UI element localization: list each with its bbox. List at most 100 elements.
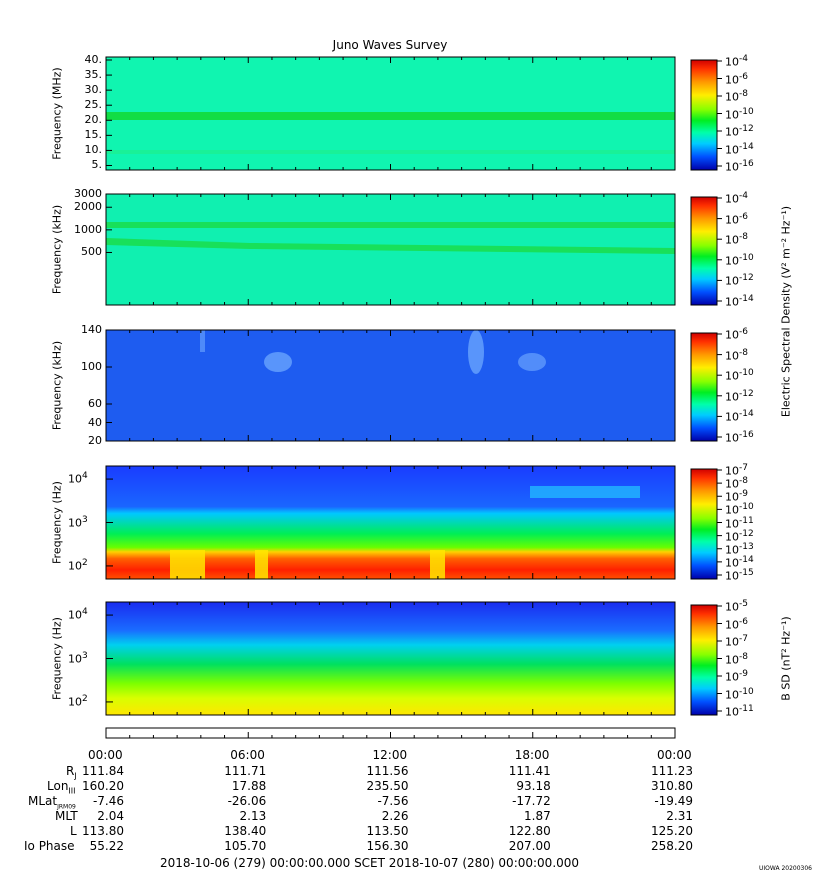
panel1-colorbar — [690, 59, 718, 171]
ephemeris-value: 156.30 — [366, 839, 409, 853]
colorbar-tick-label: 10-13 — [725, 541, 754, 557]
x-tick-label: 18:00 — [514, 748, 550, 762]
panel5-ylabel: Frequency (Hz) — [50, 616, 64, 700]
colorbar-tick-label: 10-15 — [725, 568, 754, 583]
panel4-gap — [170, 550, 205, 579]
colorbar-tick-label: 10-16 — [725, 430, 754, 445]
colorbar-tick-label: 10-8 — [725, 347, 748, 363]
y-tick-label: 25. — [84, 98, 103, 112]
panel5-colorbar — [690, 604, 718, 716]
panel1-band — [106, 112, 675, 120]
colorbar-tick-label: 10-10 — [725, 368, 754, 383]
colorbar-tick-label: 10-5 — [725, 599, 748, 614]
ephemeris-value: 55.22 — [89, 839, 124, 853]
colorbar-tick-label: 10-9 — [725, 669, 748, 684]
y-tick-label: 2000 — [74, 200, 102, 214]
panel2-colorbar — [690, 196, 718, 306]
colorbar-tick-label: 10-6 — [725, 211, 748, 227]
panel3-emission — [468, 330, 484, 374]
colorbar-tick-label: 10-11 — [725, 515, 754, 531]
y-tick-label: 1000 — [74, 222, 102, 236]
panel3-background — [106, 330, 675, 441]
colorbar-tick-label: 10-4 — [725, 54, 748, 69]
ephemeris-value: 111.71 — [224, 764, 267, 778]
figure-title: Juno Waves Survey — [332, 38, 448, 52]
bsd-label: B SD (nT² Hz⁻¹) — [779, 616, 793, 701]
y-tick-label: 15. — [84, 128, 103, 142]
colorbar-tick-label: 10-11 — [725, 704, 754, 719]
y-tick-label: 102 — [68, 693, 88, 709]
ephemeris-value: -19.49 — [654, 794, 693, 808]
y-tick-label: 20 — [88, 434, 102, 447]
y-tick-label: 500 — [81, 245, 102, 259]
panel4-gap — [430, 550, 445, 579]
x-tick-label: 12:00 — [372, 748, 408, 762]
ephemeris-value: 105.70 — [224, 839, 267, 853]
colorbar-tick-label: 10-12 — [725, 388, 754, 404]
y-tick-label: 35. — [84, 68, 103, 82]
ephemeris-value: -7.56 — [377, 794, 409, 808]
ephemeris-value: 125.20 — [651, 824, 693, 838]
panel3-colorbar — [690, 332, 718, 442]
y-tick-label: 104 — [68, 607, 88, 622]
ephemeris-label: L — [70, 824, 77, 838]
ephemeris-label: RJ — [66, 764, 77, 781]
ephemeris-label: LonIII — [47, 779, 76, 796]
x-tick-label: 00:00 — [88, 748, 123, 762]
x-tick-label: 06:00 — [230, 748, 265, 762]
y-tick-label: 104 — [68, 471, 88, 486]
ephemeris-value: 111.84 — [82, 764, 124, 778]
ephemeris-value: 113.50 — [366, 824, 409, 838]
y-tick-label: 102 — [68, 557, 88, 573]
y-tick-label: 103 — [68, 650, 88, 666]
colorbar-tick-label: 10-16 — [725, 159, 754, 174]
panel1-low-band — [106, 150, 675, 154]
ephemeris-value: 111.23 — [651, 764, 693, 778]
y-tick-label: 10. — [84, 143, 103, 157]
colorbar-tick-label: 10-9 — [725, 489, 748, 504]
ephemeris-value: 2.13 — [239, 809, 267, 823]
panel4-colorbar — [690, 468, 718, 580]
colorbar-tick-label: 10-12 — [725, 528, 754, 544]
y-tick-label: 30. — [84, 83, 103, 97]
ephemeris-label: MLT — [55, 809, 78, 823]
panel3-emission — [200, 330, 205, 352]
ephemeris-label: MLatJRM09 — [28, 794, 76, 811]
ephemeris-value: 2.31 — [666, 809, 693, 823]
colorbar-tick-label: 10-8 — [725, 89, 748, 104]
colorbar-tick-label: 10-14 — [725, 141, 754, 157]
ephemeris-value: -26.06 — [227, 794, 267, 808]
colorbar-tick-label: 10-7 — [725, 463, 748, 478]
panel3-emission — [264, 352, 292, 372]
colorbar-tick-label: 10-10 — [725, 106, 754, 122]
ephemeris-value: 113.80 — [82, 824, 124, 838]
ephemeris-value: 93.18 — [516, 779, 551, 793]
colorbar-tick-label: 10-8 — [725, 476, 748, 491]
colorbar-tick-label: 10-12 — [725, 124, 754, 139]
colorbar-tick-label: 10-8 — [725, 232, 748, 247]
ephemeris-value: 207.00 — [508, 839, 551, 853]
ephemeris-value: 160.20 — [82, 779, 124, 793]
panel4-emission — [530, 486, 640, 498]
ephemeris-value: 122.80 — [508, 824, 551, 838]
panel4-gap — [255, 550, 268, 579]
ephemeris-value: 310.80 — [651, 779, 693, 793]
ephemeris-label: Io Phase — [24, 839, 75, 853]
ephemeris-value: 138.40 — [224, 824, 267, 838]
y-tick-label: 140 — [81, 323, 102, 336]
colorbar-tick-label: 10-6 — [725, 616, 748, 632]
electric-density-label: Electric Spectral Density (V² m⁻² Hz⁻¹) — [779, 205, 793, 418]
colorbar-tick-label: 10-14 — [725, 554, 754, 570]
y-tick-label: 40 — [88, 415, 102, 429]
colorbar-tick-label: 10-14 — [725, 294, 754, 309]
ephemeris-value: 258.20 — [651, 839, 693, 853]
y-tick-label: 100 — [81, 360, 102, 373]
colorbar-tick-label: 10-6 — [725, 327, 748, 342]
x-tick-label: 00:00 — [657, 748, 692, 762]
colorbar-tick-label: 10-12 — [725, 273, 754, 289]
panel2-lower-band — [106, 238, 675, 254]
y-tick-label: 60 — [88, 397, 102, 410]
ephemeris-value: 235.50 — [366, 779, 409, 793]
ephemeris-value: -7.46 — [92, 794, 124, 808]
